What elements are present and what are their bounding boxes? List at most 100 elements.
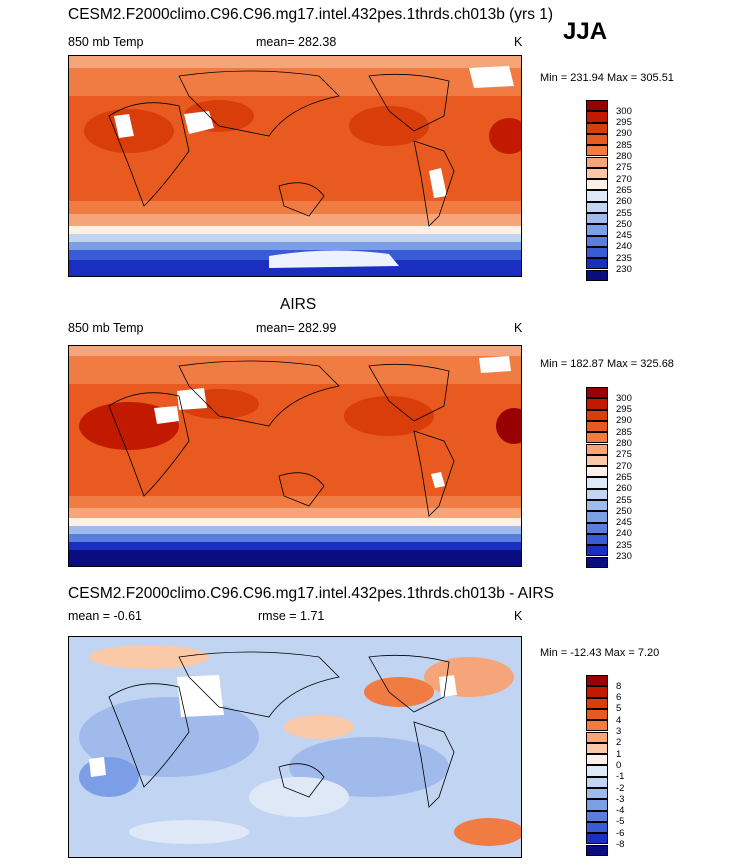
colorbar-swatch bbox=[586, 387, 608, 399]
colorbar-swatch bbox=[586, 100, 608, 112]
colorbar-swatch bbox=[586, 409, 608, 421]
colorbar-label: 3 bbox=[616, 726, 622, 737]
colorbar-swatch bbox=[586, 156, 608, 168]
colorbar-label: -1 bbox=[616, 771, 625, 783]
colorbar-swatch bbox=[586, 522, 608, 534]
colorbar-swatch bbox=[586, 788, 608, 800]
colorbar-swatch bbox=[586, 269, 608, 281]
colorbar-label: 1 bbox=[616, 748, 622, 760]
colorbar-label: 6 bbox=[616, 692, 622, 704]
colorbar-swatch bbox=[586, 443, 608, 455]
colorbar-swatch bbox=[586, 844, 608, 856]
panel-3-minmax: Min = -12.43 Max = 7.20 bbox=[540, 647, 660, 659]
colorbar-swatch bbox=[586, 708, 608, 721]
colorbar-swatch bbox=[586, 675, 608, 687]
colorbar-swatch bbox=[586, 720, 608, 732]
colorbar-swatch bbox=[586, 167, 608, 180]
colorbar-swatch bbox=[586, 833, 608, 845]
colorbar-swatch bbox=[586, 466, 608, 478]
colorbar-swatch bbox=[586, 821, 608, 834]
season-label: JJA bbox=[563, 18, 608, 45]
colorbar-swatch bbox=[586, 765, 608, 777]
panel-2-map bbox=[68, 345, 522, 567]
colorbar-swatch bbox=[586, 799, 608, 811]
colorbar-swatch bbox=[586, 742, 608, 755]
colorbar-swatch bbox=[586, 810, 608, 822]
colorbar-swatch bbox=[586, 420, 608, 433]
colorbar-label: 275 bbox=[616, 162, 632, 174]
colorbar-swatch bbox=[586, 731, 608, 743]
panel-3-units: K bbox=[514, 609, 523, 623]
colorbar-swatch bbox=[586, 556, 608, 568]
colorbar-swatch bbox=[586, 246, 608, 259]
panel-1-minmax: Min = 231.94 Max = 305.51 bbox=[540, 72, 674, 84]
colorbar-label: 230 bbox=[616, 551, 632, 562]
colorbar-label: 230 bbox=[616, 264, 632, 275]
colorbar-label: 270 bbox=[616, 173, 632, 185]
colorbar-swatch bbox=[586, 190, 608, 202]
colorbar-swatch bbox=[586, 145, 608, 157]
colorbar-label: 260 bbox=[616, 483, 632, 495]
colorbar-swatch bbox=[586, 776, 608, 788]
colorbar-swatch bbox=[586, 235, 608, 247]
colorbar-swatch bbox=[586, 697, 608, 709]
panel-2-minmax: Min = 182.87 Max = 325.68 bbox=[540, 358, 674, 370]
colorbar-label: 280 bbox=[616, 438, 632, 449]
panel-1-units: K bbox=[514, 35, 523, 49]
colorbar-label: 295 bbox=[616, 404, 632, 416]
colorbar-label: 245 bbox=[616, 230, 632, 242]
colorbar-swatch bbox=[586, 122, 608, 134]
colorbar-label: 290 bbox=[616, 415, 632, 427]
panel-1-variable: 850 mb Temp bbox=[68, 35, 144, 49]
colorbar-label: 255 bbox=[616, 494, 632, 506]
colorbar-label: 0 bbox=[616, 759, 622, 771]
panel-2-variable: 850 mb Temp bbox=[68, 321, 144, 335]
colorbar-label: 8 bbox=[616, 680, 622, 692]
panel-1-mean: mean= 282.38 bbox=[256, 35, 337, 49]
panel-2-title: AIRS bbox=[280, 296, 317, 313]
colorbar-label: -6 bbox=[616, 827, 625, 839]
colorbar-swatch bbox=[586, 754, 608, 766]
colorbar-label: 275 bbox=[616, 449, 632, 461]
panel-3-map bbox=[68, 636, 522, 858]
colorbar-label: 235 bbox=[616, 252, 632, 264]
colorbar-label: -5 bbox=[616, 816, 625, 828]
panel-1-title: CESM2.F2000climo.C96.C96.mg17.intel.432p… bbox=[68, 6, 554, 23]
colorbar-label: 245 bbox=[616, 517, 632, 529]
colorbar-swatch bbox=[586, 432, 608, 444]
panel-3-field bbox=[69, 637, 521, 857]
panel-3-rmse: rmse = 1.71 bbox=[258, 609, 325, 623]
colorbar-swatch bbox=[586, 511, 608, 523]
colorbar-label: 300 bbox=[616, 392, 632, 404]
colorbar-label: 240 bbox=[616, 241, 632, 253]
colorbar-label: -4 bbox=[616, 805, 625, 817]
colorbar-swatch bbox=[586, 686, 608, 698]
colorbar-label: -8 bbox=[616, 839, 625, 850]
colorbar-swatch bbox=[586, 213, 608, 225]
colorbar-swatch bbox=[586, 398, 608, 410]
panel-2-units: K bbox=[514, 321, 523, 335]
colorbar-swatch bbox=[586, 488, 608, 500]
colorbar-swatch bbox=[586, 224, 608, 236]
colorbar-label: 250 bbox=[616, 218, 632, 230]
colorbar-swatch bbox=[586, 545, 608, 557]
colorbar-label: 235 bbox=[616, 539, 632, 551]
colorbar-swatch bbox=[586, 201, 608, 213]
colorbar-label: -2 bbox=[616, 782, 625, 794]
colorbar-label: 290 bbox=[616, 128, 632, 140]
colorbar-label: 240 bbox=[616, 528, 632, 540]
colorbar-label: 300 bbox=[616, 105, 632, 117]
colorbar-label: 295 bbox=[616, 117, 632, 129]
panel-2-mean: mean= 282.99 bbox=[256, 321, 337, 335]
colorbar-label: 270 bbox=[616, 460, 632, 472]
panel-2-field bbox=[69, 346, 521, 566]
colorbar-label: 255 bbox=[616, 207, 632, 219]
colorbar-label: 285 bbox=[616, 426, 632, 438]
colorbar-label: 265 bbox=[616, 184, 632, 196]
colorbar-label: 265 bbox=[616, 471, 632, 483]
colorbar-swatch bbox=[586, 454, 608, 467]
colorbar-swatch bbox=[586, 179, 608, 191]
colorbar-label: 2 bbox=[616, 737, 622, 749]
colorbar-label: 260 bbox=[616, 196, 632, 208]
colorbar-swatch bbox=[586, 533, 608, 546]
